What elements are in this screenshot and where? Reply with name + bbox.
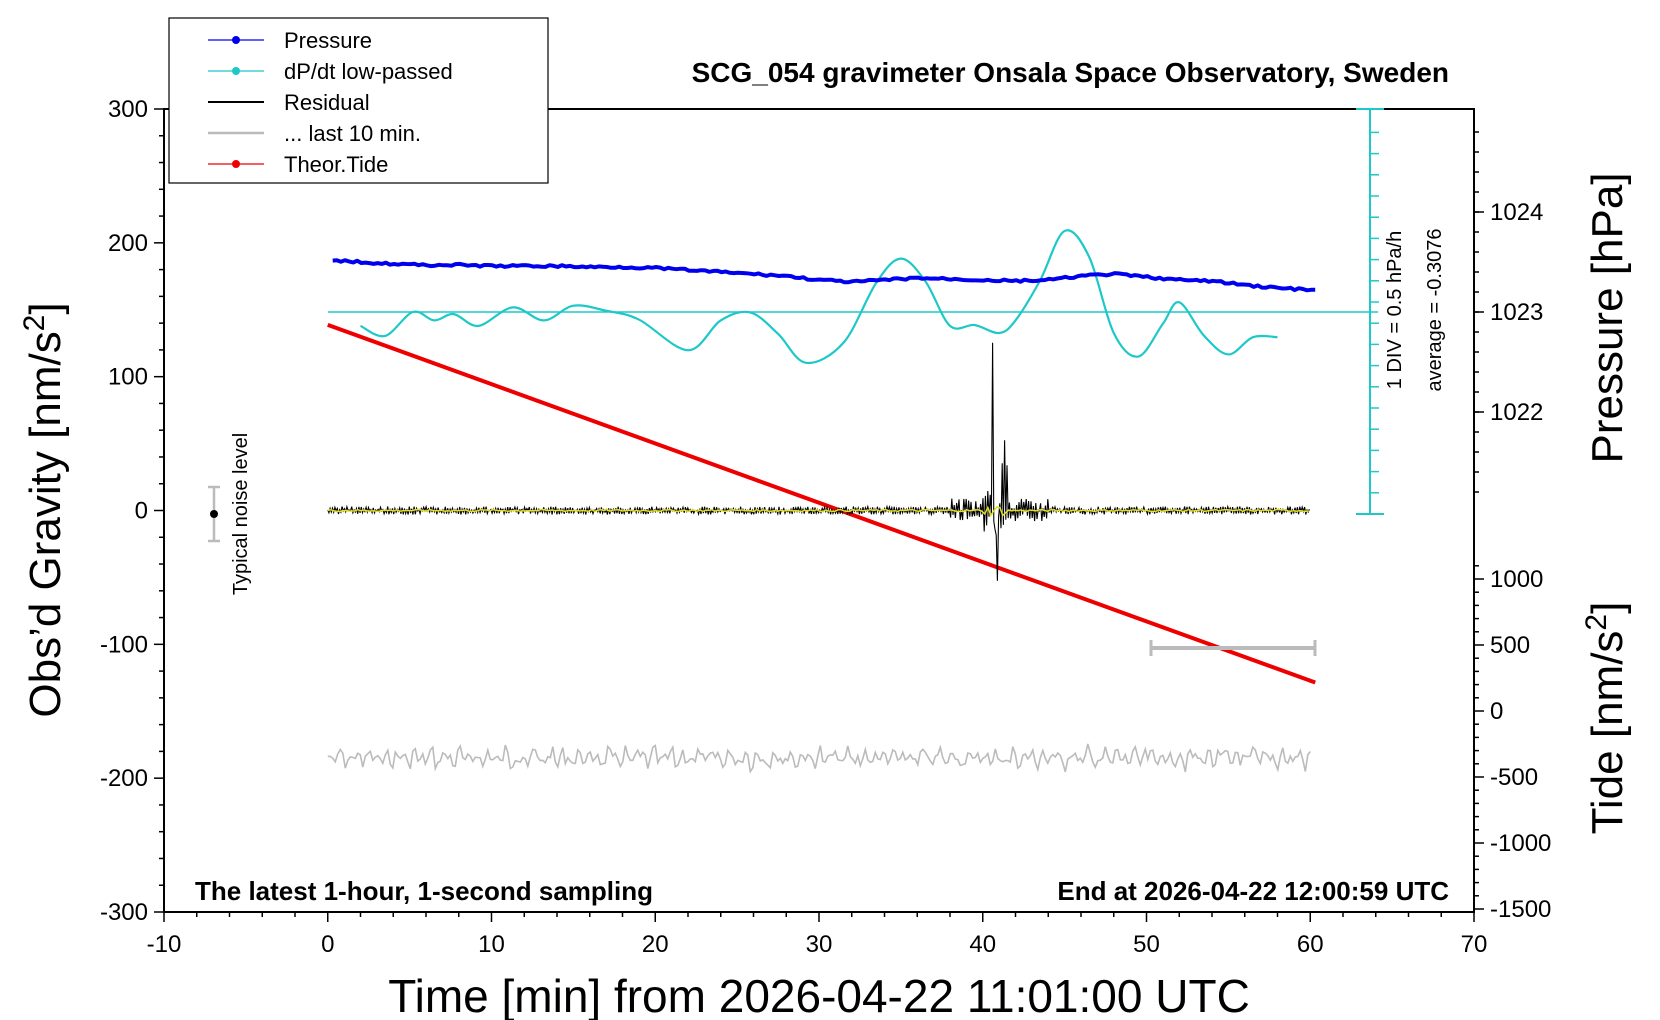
legend-box xyxy=(168,17,549,184)
noise-level-label: Typical noise level xyxy=(230,433,252,595)
y-axis-title-tide: Tide [nm/s2] xyxy=(1580,602,1632,835)
legend-label: Pressure xyxy=(284,28,372,53)
tide-tick-label: -500 xyxy=(1490,764,1538,791)
dpdt-scale-label: 1 DIV = 0.5 hPa/h xyxy=(1384,231,1406,389)
x-tick-label: 50 xyxy=(1133,931,1160,958)
legend: Pressure dP/dt low-passed Residual ... last… xyxy=(168,17,549,184)
dpdt-average-label: average = -0.3076 xyxy=(1424,229,1446,392)
y-tick-label: -300 xyxy=(100,899,148,926)
tide-tick-label: 1000 xyxy=(1490,566,1543,593)
series-residual-highpass xyxy=(327,505,1309,517)
legend-label: dP/dt low-passed xyxy=(284,59,453,84)
chart-title: SCG_054 gravimeter Onsala Space Observat… xyxy=(692,57,1449,88)
noise-level-indicator xyxy=(208,485,220,543)
legend-label: Residual xyxy=(284,90,370,115)
tide-axis: 1000 500 0 -500 -1000 -1500 xyxy=(1474,565,1551,923)
pressure-axis: 1024 1023 1022 xyxy=(1474,131,1543,493)
legend-label: Theor.Tide xyxy=(284,152,388,177)
x-tick-label: 30 xyxy=(806,931,833,958)
series-layer xyxy=(327,229,1316,774)
bottom-right-note: End at 2026-04-22 12:00:59 UTC xyxy=(1057,876,1449,906)
series-theor-tide xyxy=(327,322,1316,685)
tide-tick-label: 500 xyxy=(1490,632,1530,659)
y-axis-title-left: Obs’d Gravity [nm/s2] xyxy=(18,302,70,717)
legend-marker xyxy=(232,160,240,168)
legend-marker xyxy=(232,67,240,75)
series-last-10-min xyxy=(327,743,1311,774)
x-tick-label: -10 xyxy=(147,931,182,958)
pressure-tick-label: 1023 xyxy=(1490,299,1543,326)
y-tick-label: 300 xyxy=(108,96,148,123)
tide-tick-label: -1500 xyxy=(1490,896,1551,923)
y-axis-title-pressure: Pressure [hPa] xyxy=(1583,172,1632,463)
last-10-min-bracket xyxy=(1149,640,1317,656)
x-tick-label: 10 xyxy=(478,931,505,958)
tide-tick-label: -1000 xyxy=(1490,830,1551,857)
bottom-left-note: The latest 1-hour, 1-second sampling xyxy=(195,876,653,906)
y-tick-label: -200 xyxy=(100,765,148,792)
pressure-tick-label: 1022 xyxy=(1490,399,1543,426)
x-axis: -10 0 10 20 30 40 50 60 70 xyxy=(147,912,1488,958)
pressure-tick-label: 1024 xyxy=(1490,199,1543,226)
y-tick-label: 0 xyxy=(135,498,148,525)
x-tick-label: 60 xyxy=(1297,931,1324,958)
legend-marker xyxy=(232,36,240,44)
x-tick-label: 40 xyxy=(969,931,996,958)
tide-tick-label: 0 xyxy=(1490,698,1503,725)
series-pressure xyxy=(332,258,1316,293)
y-tick-label: 200 xyxy=(108,230,148,257)
y-tick-label: 100 xyxy=(108,364,148,391)
y-tick-label: -100 xyxy=(100,631,148,658)
x-axis-title: Time [min] from 2026-04-22 11:01:00 UTC xyxy=(388,970,1250,1020)
y-axis-left: 300 200 100 0 -100 -200 -300 xyxy=(100,96,164,926)
x-tick-label: 0 xyxy=(321,931,334,958)
x-tick-label: 70 xyxy=(1461,931,1488,958)
legend-label: ... last 10 min. xyxy=(284,121,421,146)
series-dpdt-lowpassed xyxy=(359,229,1278,365)
x-tick-label: 20 xyxy=(642,931,669,958)
